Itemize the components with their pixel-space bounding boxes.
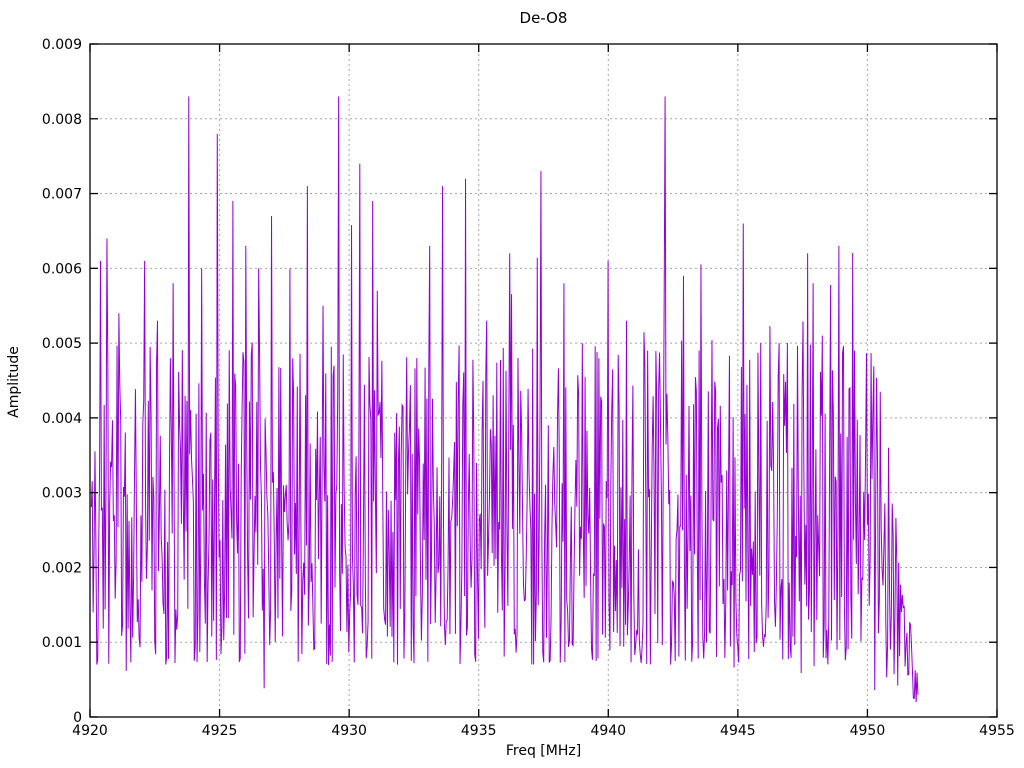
x-tick-label: 4955 <box>979 723 1015 739</box>
y-tick-label: 0.004 <box>42 411 82 427</box>
x-tick-label: 4950 <box>850 723 886 739</box>
x-tick-label: 4935 <box>461 723 497 739</box>
chart-title: De-O8 <box>519 9 568 27</box>
x-tick-label: 4940 <box>590 723 626 739</box>
y-tick-label: 0 <box>73 710 82 726</box>
y-tick-label: 0.005 <box>42 336 82 352</box>
y-tick-label: 0.009 <box>42 37 82 53</box>
x-tick-label: 4925 <box>202 723 238 739</box>
y-tick-label: 0.007 <box>42 187 82 203</box>
y-tick-label: 0.006 <box>42 261 82 277</box>
y-tick-label: 0.003 <box>42 486 82 502</box>
signal-trace <box>90 96 919 703</box>
x-axis-title: Freq [MHz] <box>505 743 582 759</box>
y-tick-label: 0.008 <box>42 112 82 128</box>
x-tick-label: 4930 <box>331 723 367 739</box>
x-tick-label: 4920 <box>72 723 108 739</box>
y-tick-label: 0.001 <box>42 635 82 651</box>
plot-border <box>89 43 998 718</box>
y-tick-label: 0.002 <box>42 560 82 576</box>
x-tick-label: 4945 <box>720 723 756 739</box>
